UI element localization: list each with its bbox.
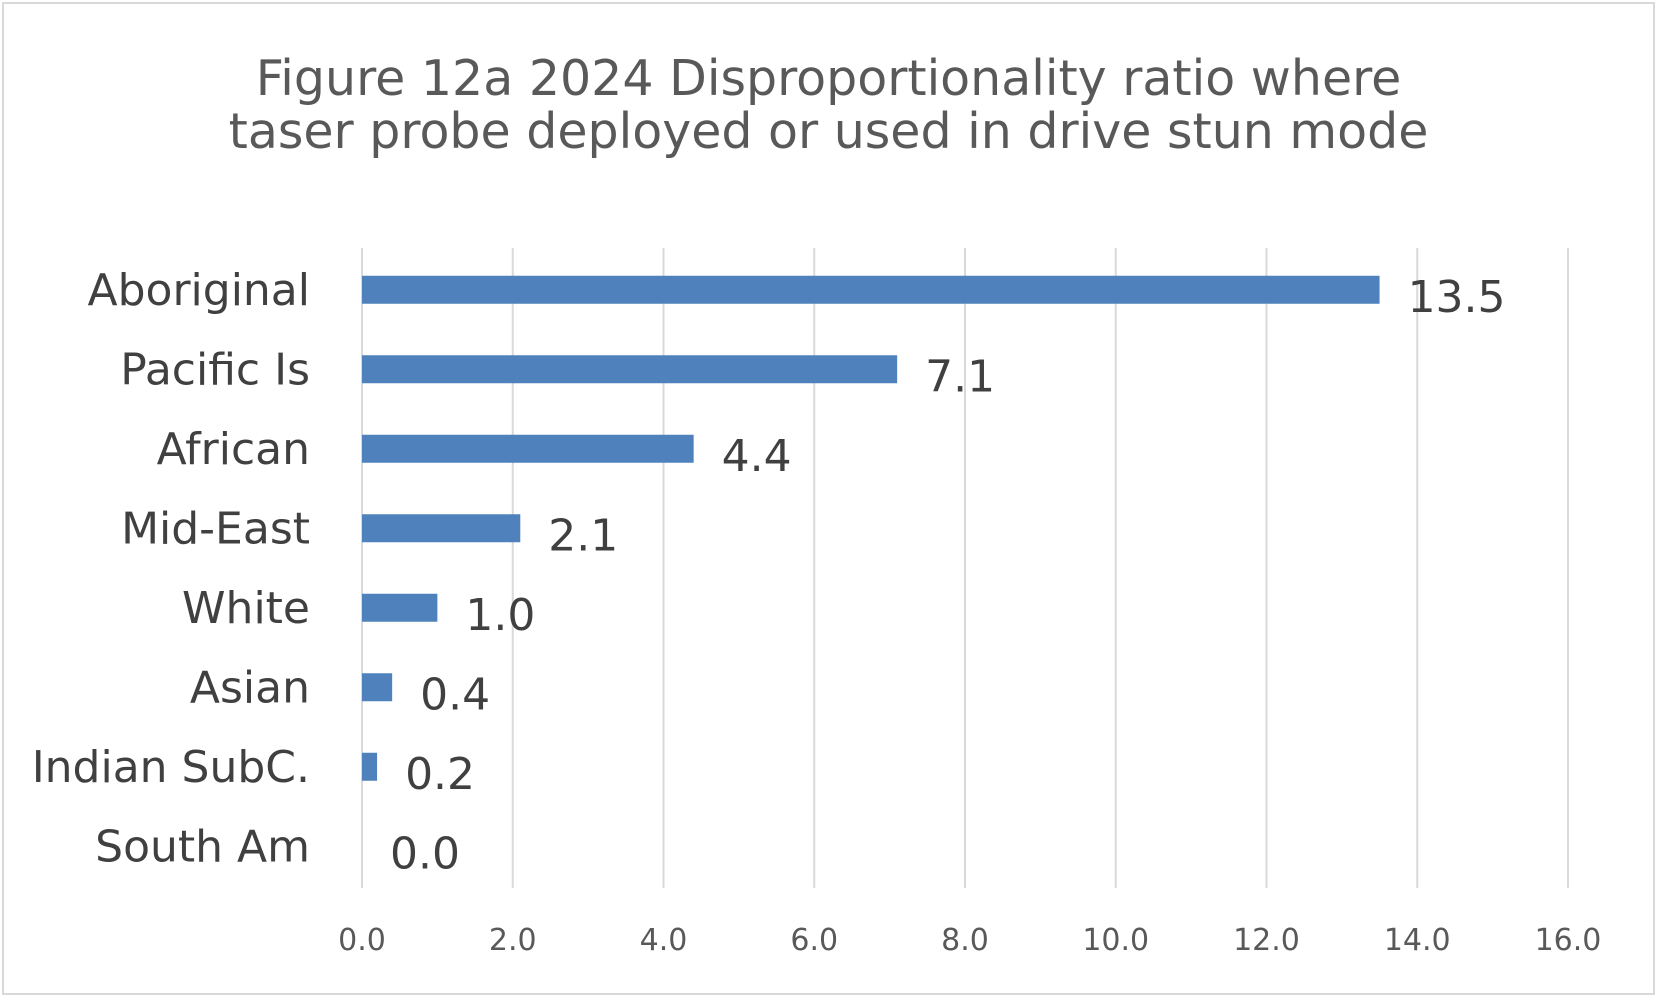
chart-title-line-2: taser probe deployed or used in drive st… bbox=[228, 103, 1429, 160]
bar-african bbox=[362, 434, 694, 463]
x-tick-label: 4.0 bbox=[640, 923, 688, 958]
grid-lines bbox=[361, 248, 1569, 888]
data-label: 2.1 bbox=[548, 510, 618, 561]
data-label: 0.0 bbox=[390, 828, 460, 879]
x-tick-label: 10.0 bbox=[1082, 923, 1149, 958]
x-tick-label: 16.0 bbox=[1535, 923, 1602, 958]
data-label: 7.1 bbox=[925, 351, 995, 402]
category-label: Asian bbox=[190, 662, 310, 713]
bar-indian-subc bbox=[362, 752, 378, 781]
bar-asian bbox=[362, 673, 393, 702]
x-tick-label: 12.0 bbox=[1233, 923, 1300, 958]
bar-pacific-is bbox=[362, 355, 898, 384]
bar-aboriginal bbox=[362, 275, 1380, 304]
category-label: South Am bbox=[95, 821, 310, 872]
data-label: 0.2 bbox=[405, 749, 475, 800]
x-tick-label: 2.0 bbox=[489, 923, 537, 958]
category-label: African bbox=[157, 424, 310, 475]
chart-title-line-1: Figure 12a 2024 Disproportionality ratio… bbox=[255, 50, 1402, 107]
bars bbox=[362, 275, 1380, 781]
bar-mid-east bbox=[362, 514, 521, 543]
category-label: Pacific Is bbox=[120, 344, 310, 395]
data-label: 13.5 bbox=[1408, 272, 1506, 323]
labels: 0.0 2.0 4.0 6.0 8.0 10.0 12.0 14.0 16.0 Aborigina… bbox=[32, 265, 1602, 958]
bar-white bbox=[362, 593, 438, 622]
chart-title: Figure 12a 2024 Disproportionality ratio… bbox=[4, 54, 1653, 160]
x-tick-label: 8.0 bbox=[941, 923, 989, 958]
data-label: 1.0 bbox=[465, 590, 535, 641]
category-label: White bbox=[182, 583, 310, 634]
x-tick-label: 0.0 bbox=[338, 923, 386, 958]
category-label: Indian SubC. bbox=[32, 742, 310, 793]
data-label: 0.4 bbox=[420, 669, 490, 720]
category-label: Mid-East bbox=[121, 503, 310, 554]
x-tick-label: 14.0 bbox=[1384, 923, 1451, 958]
category-label: Aboriginal bbox=[88, 265, 311, 316]
x-tick-label: 6.0 bbox=[790, 923, 838, 958]
data-label: 4.4 bbox=[722, 431, 792, 482]
